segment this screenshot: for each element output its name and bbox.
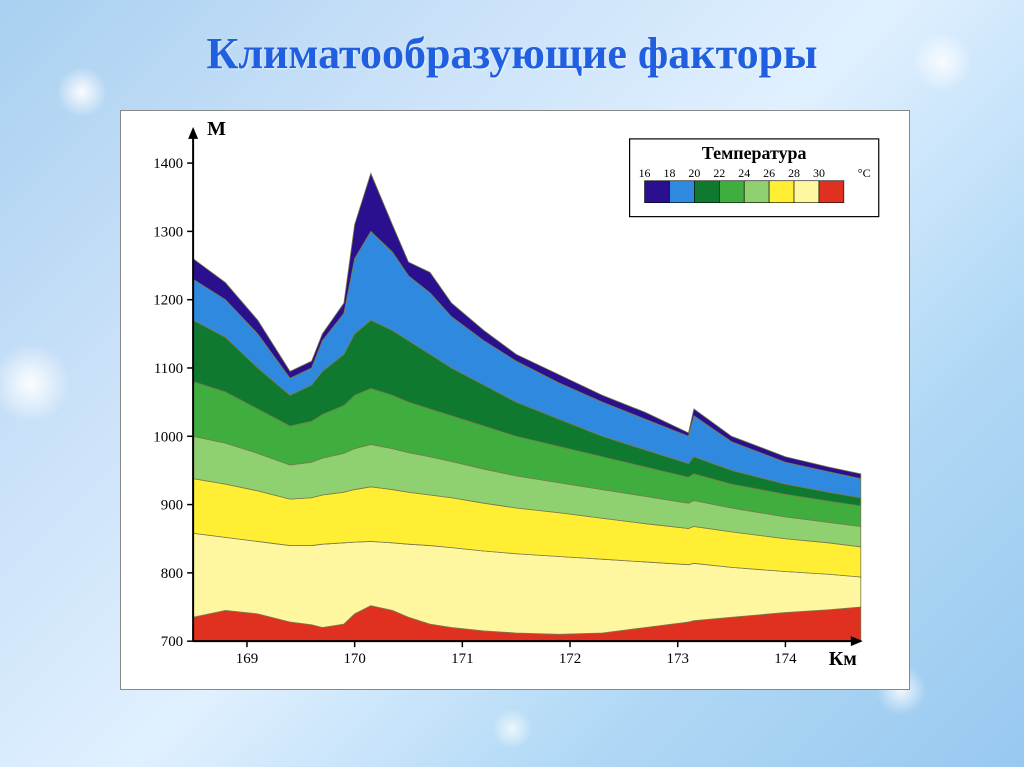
y-tick-label: 1000 [153, 429, 183, 445]
legend-swatch [669, 181, 694, 203]
y-tick-label: 900 [161, 498, 183, 514]
legend-swatch [694, 181, 719, 203]
legend-tick-label: 30 [813, 166, 825, 180]
legend-tick-label: 20 [688, 166, 700, 180]
legend-tick-label: 16 [639, 166, 651, 180]
y-tick-label: 800 [161, 566, 183, 582]
x-tick-label: 169 [236, 651, 258, 667]
legend-tick-label: 24 [738, 166, 750, 180]
temperature-profile-chart: 700 800 900 1000 1100 1200 1300 1400 169 170 171 17… [121, 111, 909, 689]
x-tick-label: 172 [559, 651, 581, 667]
x-tick-label: 171 [451, 651, 473, 667]
x-tick-label: 173 [667, 651, 689, 667]
legend-tick-label: 26 [763, 166, 775, 180]
legend-swatch [719, 181, 744, 203]
legend-swatch [769, 181, 794, 203]
x-tick-label: 174 [774, 651, 797, 667]
legend-tick-label: 18 [663, 166, 675, 180]
x-tick-label: 170 [343, 651, 365, 667]
y-tick-label: 1200 [153, 293, 183, 309]
legend-tick-label: 22 [713, 166, 725, 180]
y-axis-title: М [207, 118, 226, 140]
chart-container: 700 800 900 1000 1100 1200 1300 1400 169 170 171 17… [120, 110, 910, 690]
x-axis-title: Км [829, 648, 857, 670]
y-tick-label: 700 [161, 634, 183, 650]
legend-swatch [819, 181, 844, 203]
legend-title: Температура [702, 143, 807, 163]
y-tick-label: 1300 [153, 224, 183, 240]
slide-title: Климатообразующие факторы [0, 28, 1024, 79]
legend-tick-label: 28 [788, 166, 800, 180]
y-tick-label: 1100 [154, 361, 183, 377]
legend-swatch [744, 181, 769, 203]
y-tick-label: 1400 [153, 156, 183, 172]
legend-swatch [645, 181, 670, 203]
legend-unit: °C [858, 166, 871, 180]
legend-swatch [794, 181, 819, 203]
